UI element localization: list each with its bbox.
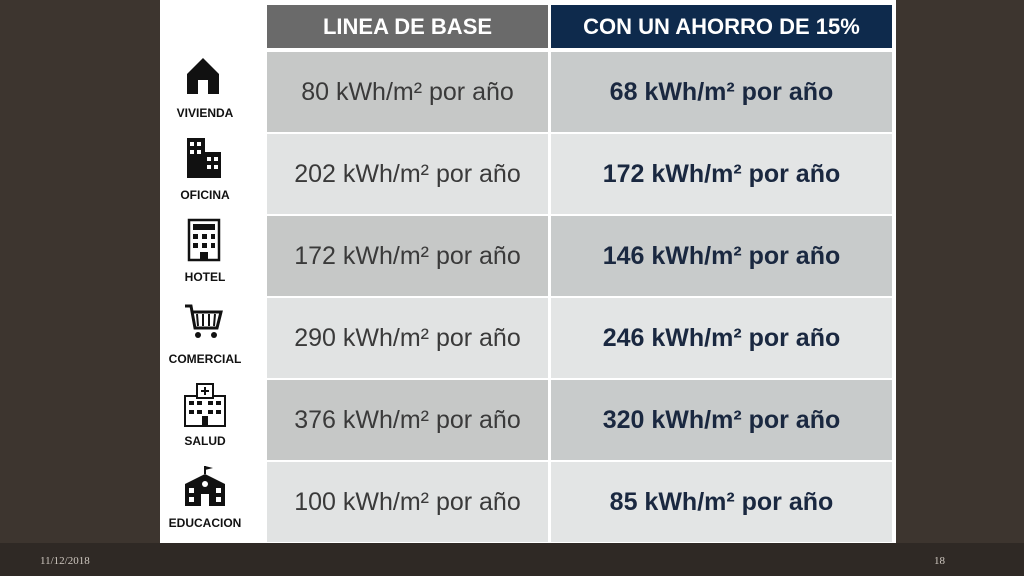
savings-cell: 146 kWh/m² por año	[551, 216, 892, 296]
category-label: VIVIENDA	[176, 106, 234, 120]
category-label: EDUCACION	[168, 516, 242, 530]
date: 11/12/2018	[40, 555, 90, 567]
savings-cell: 85 kWh/m² por año	[551, 462, 892, 542]
savings-cell: 68 kWh/m² por año	[551, 52, 892, 132]
category-label: SALUD	[184, 434, 226, 448]
category-label: HOTEL	[184, 270, 226, 284]
category-label: COMERCIAL	[168, 352, 242, 366]
category-icon	[185, 466, 225, 506]
baseline-cell: 172 kWh/m² por año	[267, 216, 548, 296]
savings-cell: 246 kWh/m² por año	[551, 298, 892, 378]
category-icon	[187, 218, 221, 262]
baseline-cell: 100 kWh/m² por año	[267, 462, 548, 542]
header-cell: CON UN AHORRO DE 15%	[551, 5, 892, 48]
footer: 11/12/2018 18	[0, 543, 1024, 576]
category-icon	[185, 304, 223, 338]
category-icon	[187, 58, 219, 94]
baseline-cell: 80 kWh/m² por año	[267, 52, 548, 132]
savings-cell: 172 kWh/m² por año	[551, 134, 892, 214]
category-icon	[187, 138, 221, 178]
baseline-cell: 290 kWh/m² por año	[267, 298, 548, 378]
header-cell: LINEA DE BASE	[267, 5, 548, 48]
category-label: OFICINA	[180, 188, 230, 202]
page-number: 18	[934, 555, 945, 567]
baseline-cell: 376 kWh/m² por año	[267, 380, 548, 460]
category-icon	[184, 383, 226, 427]
savings-cell: 320 kWh/m² por año	[551, 380, 892, 460]
baseline-cell: 202 kWh/m² por año	[267, 134, 548, 214]
